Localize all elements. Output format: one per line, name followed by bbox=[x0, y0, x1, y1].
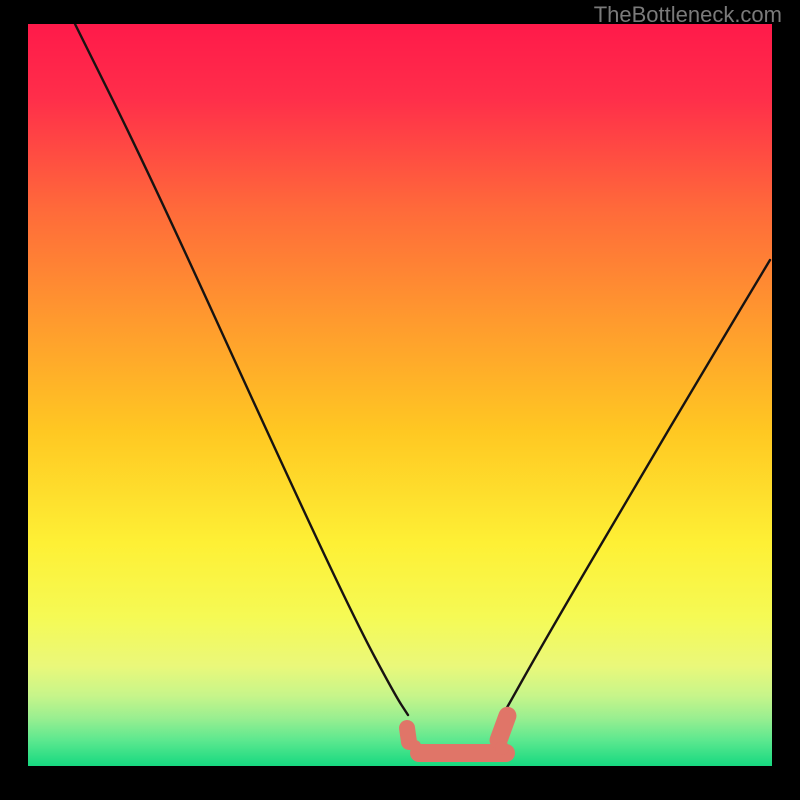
frame-border-right bbox=[772, 0, 800, 800]
frame-border-left bbox=[0, 0, 28, 800]
bottom-marker-piece bbox=[409, 740, 421, 752]
frame-border-bottom bbox=[0, 766, 800, 800]
bottom-marker-piece bbox=[495, 741, 509, 755]
watermark-text: TheBottleneck.com bbox=[594, 2, 782, 28]
chart-frame: TheBottleneck.com bbox=[0, 0, 800, 800]
chart-svg bbox=[0, 0, 800, 800]
plot-background bbox=[28, 24, 772, 766]
